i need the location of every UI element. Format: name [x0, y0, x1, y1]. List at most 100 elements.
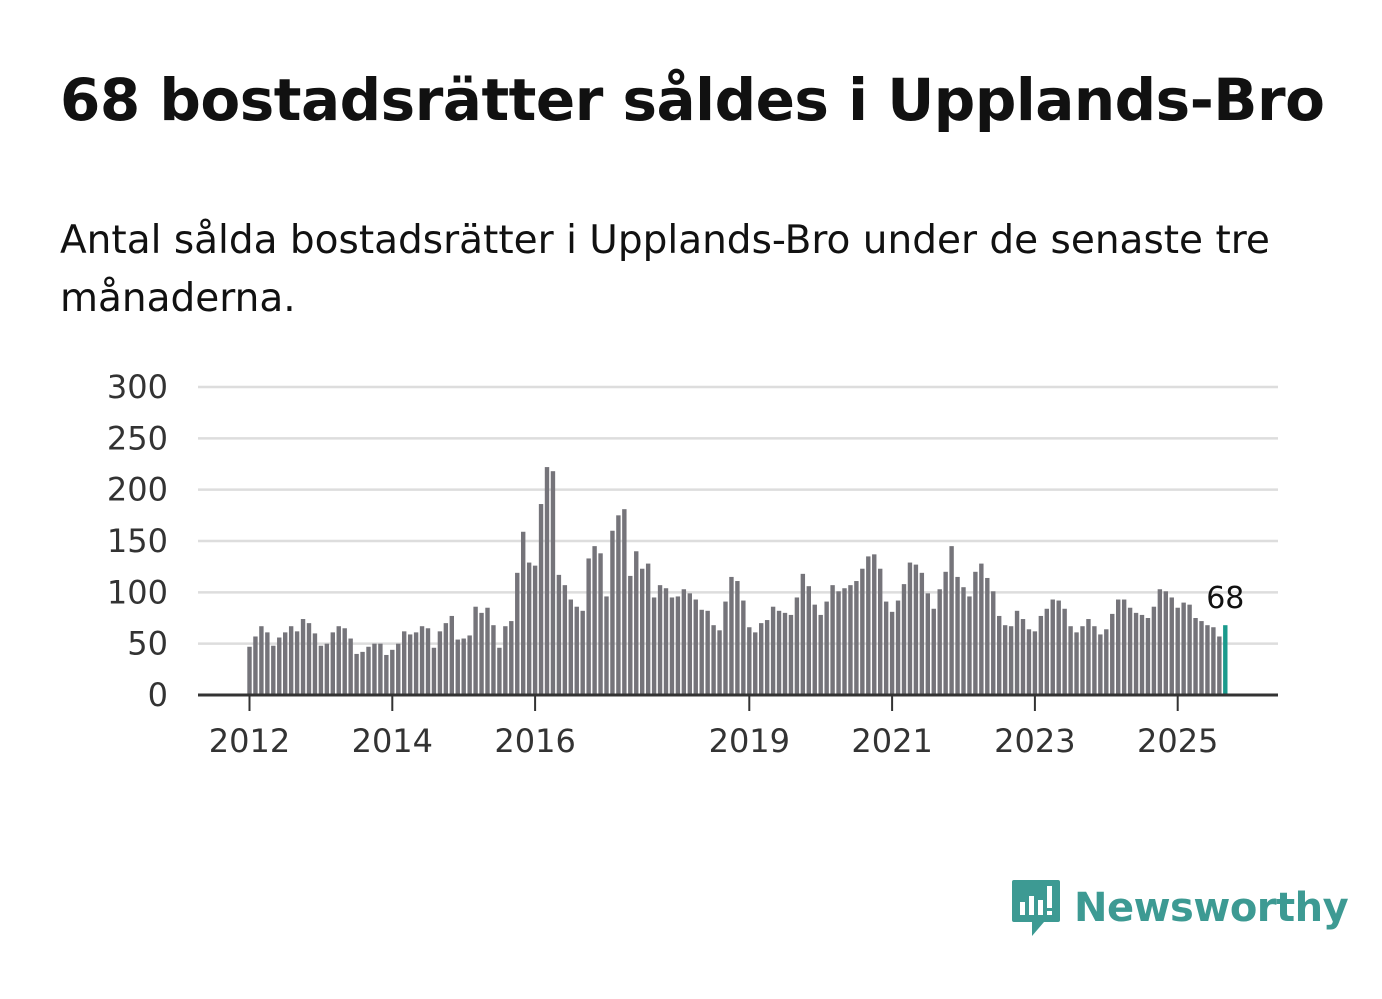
bar: [479, 612, 484, 695]
bar: [878, 568, 883, 695]
y-tick-label: 100: [107, 573, 168, 611]
bar: [556, 574, 562, 695]
y-axis-ticks: 0 50 100 150 200 250 300: [107, 368, 168, 714]
bar: [449, 615, 454, 695]
bar: [693, 599, 698, 695]
bar: [788, 614, 794, 695]
bar: [705, 610, 710, 695]
bar: [1217, 636, 1222, 695]
bar: [883, 601, 889, 695]
bar: [1211, 627, 1216, 695]
bar: [997, 615, 1002, 695]
bar: [979, 563, 984, 695]
bar: [622, 509, 627, 695]
bar: [770, 606, 776, 695]
bar: [663, 588, 669, 695]
bar: [657, 585, 663, 695]
bar: [1205, 625, 1210, 695]
bar: [360, 651, 365, 695]
bar: [949, 546, 954, 695]
bar: [443, 623, 449, 695]
bar: [532, 565, 538, 695]
x-tick-label: 2014: [352, 722, 433, 760]
highlight-bar-label: 68: [1206, 581, 1244, 616]
bar: [467, 635, 472, 695]
bar: [1026, 629, 1032, 695]
bar: [586, 558, 591, 695]
bar: [1187, 604, 1192, 695]
bar: [640, 568, 645, 695]
bar: [1062, 608, 1067, 695]
x-tick-label: 2025: [1137, 722, 1218, 760]
bar: [985, 577, 990, 695]
bar: [711, 625, 716, 695]
bar: [1121, 599, 1127, 695]
bar: [1169, 597, 1174, 695]
x-tick-label: 2019: [709, 722, 790, 760]
bar: [1116, 599, 1121, 695]
bar: [419, 626, 425, 695]
y-tick-label: 0: [148, 676, 168, 714]
bar: [723, 601, 728, 695]
bar: [300, 619, 306, 695]
bar: [1032, 631, 1038, 695]
bar: [616, 515, 621, 695]
bar: [776, 610, 782, 695]
bar: [854, 581, 859, 695]
bar: [473, 606, 478, 695]
grid-lines: [198, 385, 1278, 645]
bar: [598, 553, 603, 695]
y-tick-label: 250: [107, 419, 168, 457]
bar: [687, 593, 692, 695]
bar: [1050, 599, 1055, 695]
bar: [735, 581, 740, 695]
bar: [764, 620, 770, 695]
bar: [384, 654, 389, 695]
bar: [485, 607, 490, 695]
y-tick-label: 150: [107, 522, 168, 560]
bar: [729, 576, 734, 695]
bar: [943, 571, 948, 695]
bar: [806, 586, 811, 695]
bar: [562, 585, 568, 695]
bar: [1193, 618, 1198, 695]
bar: [1151, 606, 1157, 695]
bar: [568, 599, 573, 695]
bar: [604, 596, 609, 695]
bar: [800, 573, 806, 695]
bar: [848, 585, 853, 695]
bar: [1014, 610, 1020, 695]
bar: [538, 504, 544, 695]
bar: [544, 467, 550, 695]
bar: [342, 628, 347, 695]
newsworthy-logo: Newsworthy: [1010, 878, 1349, 938]
y-tick-label: 300: [107, 368, 168, 406]
bar: [651, 597, 657, 695]
bar: [407, 634, 413, 695]
bar: [907, 562, 913, 695]
bar: [503, 626, 508, 695]
bar: [895, 600, 901, 695]
bar: [396, 643, 401, 695]
bar: [283, 632, 288, 695]
bar: [390, 649, 395, 695]
bar: [747, 627, 752, 695]
bar: [973, 571, 978, 695]
bar: [818, 614, 823, 695]
bar: [1104, 629, 1109, 695]
bar: [1080, 626, 1085, 695]
bar: [402, 631, 407, 695]
x-tick-label: 2016: [494, 722, 575, 760]
bar: [271, 645, 276, 695]
bar: [675, 596, 681, 695]
bar: [515, 572, 520, 695]
bar: [324, 643, 330, 695]
bar: [431, 647, 437, 695]
bar: [1074, 632, 1079, 695]
bar: [991, 591, 996, 695]
bar: [348, 638, 353, 695]
bar: [1110, 613, 1115, 695]
bar: [1145, 618, 1151, 695]
bar: [330, 632, 335, 695]
